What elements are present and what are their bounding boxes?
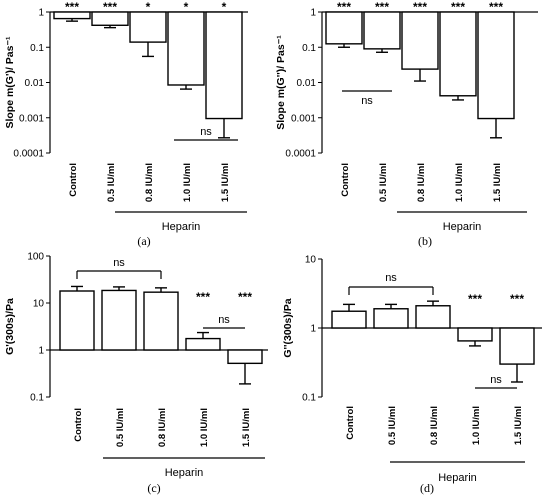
y-tick-label: 1 bbox=[38, 8, 44, 19]
category-label: 1.0 IU/ml bbox=[199, 408, 210, 447]
y-tick-label: 1 bbox=[310, 8, 316, 19]
bar bbox=[143, 291, 179, 351]
y-tick-label: 1 bbox=[310, 324, 316, 335]
significance-label: *** bbox=[510, 292, 524, 306]
y-axis-title: G'(300s)/Pa bbox=[4, 298, 16, 355]
category-label: 1.5 IU/ml bbox=[241, 408, 252, 447]
bar bbox=[373, 308, 409, 329]
category-label: Control bbox=[340, 163, 351, 197]
y-tick-label: 0.1 bbox=[302, 43, 316, 54]
chart-panel-c: 100 10 1 0.1 G'(300s)/Pa Control 0.5 IU/ml 0.8 … bbox=[4, 252, 268, 495]
y-tick-label: 0.0001 bbox=[13, 149, 44, 160]
ns-label: ns bbox=[200, 126, 212, 138]
significance-label: *** bbox=[375, 0, 389, 14]
group-label: Heparin bbox=[438, 472, 477, 484]
ns-label: ns bbox=[113, 257, 125, 269]
category-label: 0.5 IU/ml bbox=[106, 163, 117, 202]
bar bbox=[325, 11, 363, 45]
category-label: 1.5 IU/ml bbox=[513, 406, 524, 445]
y-axis-title: Slope m(G'')/ Pas⁻¹ bbox=[275, 35, 287, 130]
category-label: 0.5 IU/ml bbox=[115, 408, 126, 447]
bar bbox=[205, 11, 243, 120]
y-tick-label: 100 bbox=[27, 252, 44, 263]
y-tick-label: 0.1 bbox=[30, 393, 44, 404]
category-label: 1.0 IU/ml bbox=[471, 406, 482, 445]
category-label: 0.8 IU/ml bbox=[157, 408, 168, 447]
significance-label: *** bbox=[196, 290, 210, 304]
significance-label: *** bbox=[489, 0, 503, 14]
significance-label: *** bbox=[451, 0, 465, 14]
significance-label: *** bbox=[468, 292, 482, 306]
category-label: 0.8 IU/ml bbox=[416, 163, 427, 202]
category-label: 0.8 IU/ml bbox=[429, 406, 440, 445]
panel-label: (d) bbox=[420, 481, 434, 495]
significance-label: *** bbox=[65, 0, 79, 14]
bar bbox=[439, 11, 477, 97]
group-label: Heparin bbox=[162, 221, 201, 233]
category-label: 1.5 IU/ml bbox=[492, 163, 503, 202]
category-label: Control bbox=[345, 406, 356, 440]
ns-label: ns bbox=[385, 272, 397, 284]
bar bbox=[331, 310, 367, 329]
y-axis-title: Slope m(G')/ Pas⁻¹ bbox=[4, 36, 16, 129]
chart-panel-d: 10 1 0.1 G''(300s)/Pa Control 0.5 IU/ml 0.8 IU… bbox=[282, 255, 542, 495]
ns-label: ns bbox=[218, 314, 230, 326]
bar bbox=[101, 289, 137, 351]
significance-label: *** bbox=[337, 0, 351, 14]
y-tick-label: 0.001 bbox=[19, 113, 44, 124]
bar bbox=[59, 290, 95, 351]
y-tick-label: 0.1 bbox=[30, 43, 44, 54]
category-label: Control bbox=[73, 408, 84, 442]
panel-label: (c) bbox=[147, 481, 160, 495]
panel-label: (a) bbox=[137, 234, 150, 248]
chart-panel-b: 1 0.1 0.01 0.001 0.0001 Slope m(G'')/ Pas⁻¹ **… bbox=[275, 0, 538, 248]
category-label: 0.8 IU/ml bbox=[144, 163, 155, 202]
significance-label: *** bbox=[413, 0, 427, 14]
bar bbox=[415, 305, 451, 329]
category-label: 0.5 IU/ml bbox=[387, 406, 398, 445]
y-tick-label: 0.01 bbox=[297, 78, 317, 89]
bar bbox=[227, 349, 263, 365]
significance-label: * bbox=[146, 0, 151, 14]
bar bbox=[457, 327, 493, 342]
y-tick-label: 0.01 bbox=[25, 78, 45, 89]
category-label: 1.5 IU/ml bbox=[220, 163, 231, 202]
bar bbox=[363, 11, 401, 50]
y-tick-label: 1 bbox=[38, 346, 44, 357]
y-tick-label: 0.1 bbox=[302, 393, 316, 404]
bar bbox=[129, 11, 167, 43]
y-axis-title: G''(300s)/Pa bbox=[282, 298, 294, 357]
y-tick-label: 0.001 bbox=[291, 113, 316, 124]
y-tick-label: 10 bbox=[305, 255, 317, 266]
category-label: 0.5 IU/ml bbox=[378, 163, 389, 202]
bar bbox=[401, 11, 439, 70]
y-tick-label: 0.0001 bbox=[285, 149, 316, 160]
y-tick-label: 10 bbox=[33, 299, 45, 310]
ns-label: ns bbox=[490, 374, 502, 386]
significance-label: *** bbox=[103, 0, 117, 14]
ns-label: ns bbox=[361, 95, 373, 107]
bar bbox=[477, 11, 515, 120]
category-label: 1.0 IU/ml bbox=[182, 163, 193, 202]
panel-label: (b) bbox=[418, 234, 432, 248]
group-label: Heparin bbox=[443, 221, 482, 233]
bar bbox=[167, 11, 205, 86]
group-label: Heparin bbox=[165, 467, 204, 479]
significance-label: *** bbox=[238, 290, 252, 304]
significance-label: * bbox=[222, 0, 227, 14]
bar bbox=[499, 327, 535, 365]
significance-label: * bbox=[184, 0, 189, 14]
category-label: Control bbox=[68, 163, 79, 197]
category-label: 1.0 IU/ml bbox=[454, 163, 465, 202]
bar bbox=[185, 337, 221, 351]
